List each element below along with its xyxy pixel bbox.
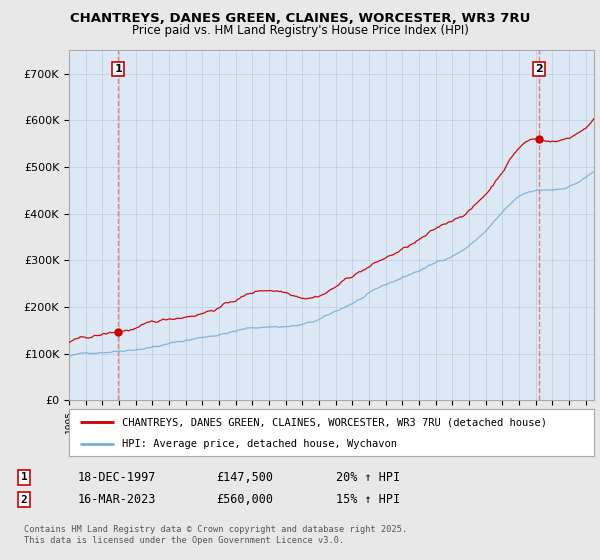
Text: 15% ↑ HPI: 15% ↑ HPI: [336, 493, 400, 506]
Text: £147,500: £147,500: [216, 470, 273, 484]
Text: Price paid vs. HM Land Registry's House Price Index (HPI): Price paid vs. HM Land Registry's House …: [131, 24, 469, 37]
Text: CHANTREYS, DANES GREEN, CLAINES, WORCESTER, WR3 7RU (detached house): CHANTREYS, DANES GREEN, CLAINES, WORCEST…: [121, 417, 547, 427]
Text: 18-DEC-1997: 18-DEC-1997: [78, 470, 157, 484]
Text: Contains HM Land Registry data © Crown copyright and database right 2025.
This d: Contains HM Land Registry data © Crown c…: [24, 525, 407, 545]
Text: £560,000: £560,000: [216, 493, 273, 506]
Text: 2: 2: [535, 64, 543, 74]
Text: 1: 1: [20, 472, 28, 482]
Text: 20% ↑ HPI: 20% ↑ HPI: [336, 470, 400, 484]
Text: 1: 1: [115, 64, 122, 74]
Text: HPI: Average price, detached house, Wychavon: HPI: Average price, detached house, Wych…: [121, 439, 397, 449]
Text: CHANTREYS, DANES GREEN, CLAINES, WORCESTER, WR3 7RU: CHANTREYS, DANES GREEN, CLAINES, WORCEST…: [70, 12, 530, 25]
Text: 16-MAR-2023: 16-MAR-2023: [78, 493, 157, 506]
Text: 2: 2: [20, 494, 28, 505]
